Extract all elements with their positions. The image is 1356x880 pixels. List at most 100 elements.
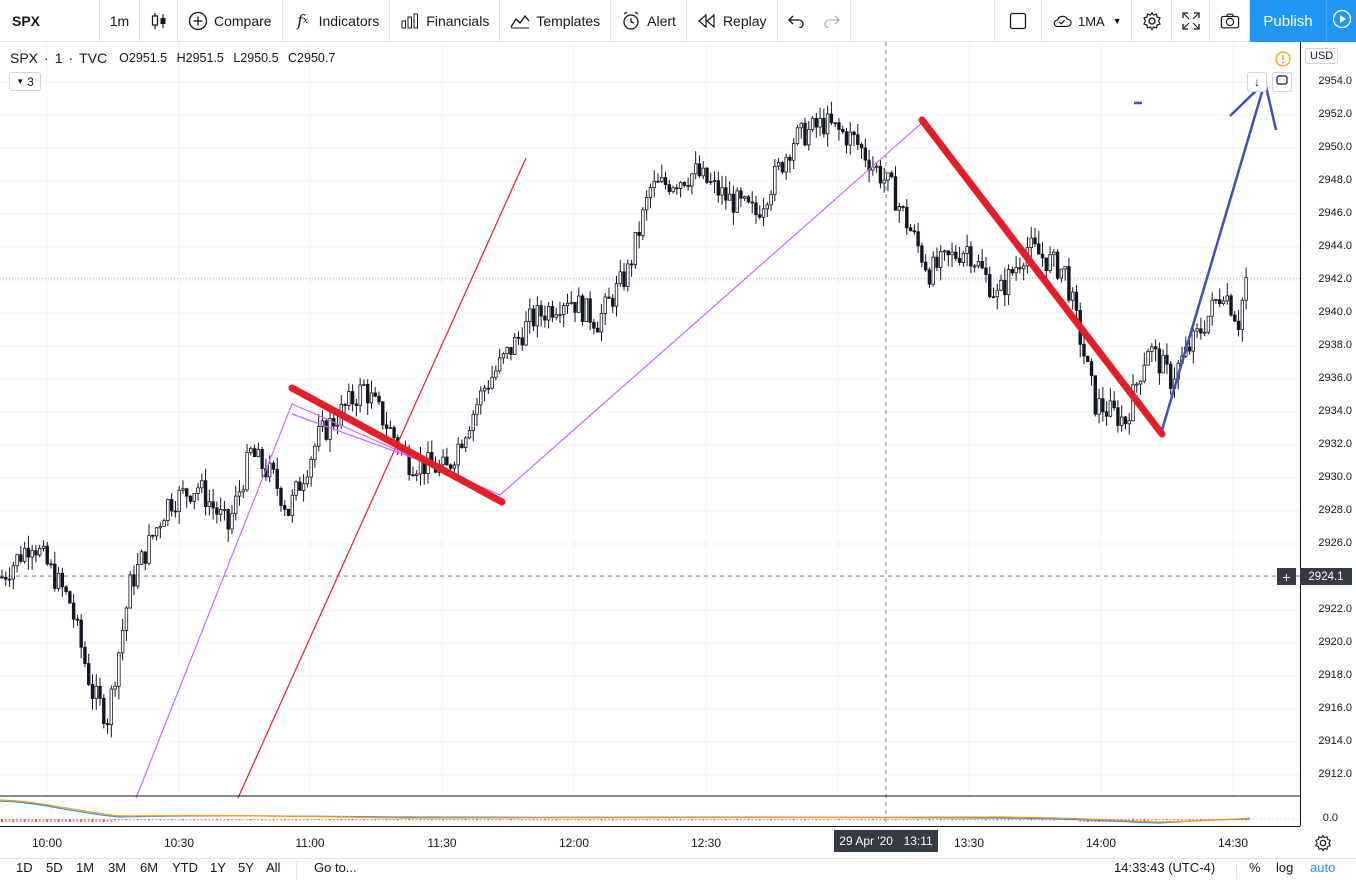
candle xyxy=(1157,342,1162,385)
chart-settings-gear-icon[interactable] xyxy=(1314,834,1332,857)
compare-button[interactable]: Compare xyxy=(178,0,283,42)
symbol-search-button[interactable]: SPX xyxy=(0,0,100,42)
histogram-bar xyxy=(129,819,132,821)
goto-button[interactable]: Go to... xyxy=(314,860,357,875)
price-axis[interactable]: USD 2954.0 2952.0 2950.0 2948.0 2946.0 2944.0… xyxy=(1300,42,1356,826)
candle xyxy=(241,484,245,499)
chart-type-button[interactable] xyxy=(140,0,178,42)
candle xyxy=(1214,298,1218,304)
candle xyxy=(53,551,57,592)
chart-pane[interactable]: SPX · 1 · TVC O2951.5 H2951.5 L2950.5 C2… xyxy=(0,42,1300,826)
candle xyxy=(920,242,924,268)
histogram-bar xyxy=(675,819,678,821)
undo-button[interactable] xyxy=(778,0,814,42)
fullscreen-toggle-button[interactable] xyxy=(994,0,1042,42)
auto-scale-button[interactable]: auto xyxy=(1310,860,1336,875)
percent-scale-button[interactable]: % xyxy=(1249,860,1261,875)
range-1y-button[interactable]: 1Y xyxy=(210,860,226,875)
expand-icon xyxy=(1181,11,1201,31)
candle xyxy=(859,142,864,159)
histogram-bar xyxy=(984,819,987,821)
time-axis[interactable]: 10:00 10:30 11:00 11:30 12:00 12:30 13:30 14:00… xyxy=(0,826,1300,858)
candle xyxy=(592,318,596,335)
settings-button[interactable] xyxy=(1132,0,1172,42)
candle xyxy=(192,493,196,510)
candle xyxy=(256,442,261,458)
alert-button[interactable]: Alert xyxy=(611,0,687,42)
candle xyxy=(905,199,909,235)
reset-scale-button[interactable] xyxy=(1272,72,1292,92)
play-button[interactable] xyxy=(1326,0,1356,42)
histogram-bar xyxy=(739,819,742,821)
range-5d-button[interactable]: 5D xyxy=(46,860,63,875)
candle xyxy=(927,267,932,288)
currency-badge[interactable]: USD xyxy=(1305,48,1339,64)
legend-interval: 1 xyxy=(54,50,63,66)
snapshot-button[interactable] xyxy=(1210,0,1250,42)
alert-label: Alert xyxy=(647,12,676,29)
indicators-collapse-button[interactable]: ▼ 3 xyxy=(9,72,41,91)
candle xyxy=(980,249,984,270)
histogram-bar xyxy=(1022,819,1025,821)
redo-button[interactable] xyxy=(814,0,851,42)
fullscreen-button[interactable] xyxy=(1172,0,1210,42)
candle xyxy=(350,384,355,412)
candle xyxy=(720,175,724,205)
range-all-button[interactable]: All xyxy=(266,860,281,875)
price-chart[interactable] xyxy=(0,42,1300,826)
candle xyxy=(531,304,536,332)
histogram-bar xyxy=(1192,819,1195,821)
candles-icon xyxy=(149,11,169,31)
histogram-bar xyxy=(494,819,497,821)
histogram-bar xyxy=(121,819,124,821)
candle xyxy=(976,254,981,269)
histogram-bar xyxy=(91,819,94,822)
histogram-bar xyxy=(596,819,599,821)
histogram-bar xyxy=(144,819,147,821)
interval-button[interactable]: 1m xyxy=(100,0,140,42)
violet-zigzag xyxy=(135,120,925,799)
compare-label: Compare xyxy=(214,12,272,29)
replay-button[interactable]: Replay xyxy=(687,0,778,42)
range-3m-button[interactable]: 3M xyxy=(108,860,127,875)
range-6m-button[interactable]: 6M xyxy=(140,860,159,875)
templates-button[interactable]: Templates xyxy=(500,0,612,42)
candle xyxy=(15,553,19,573)
candle xyxy=(675,184,679,195)
candle xyxy=(1089,358,1094,386)
warning-icon[interactable] xyxy=(1275,51,1291,72)
histogram-bar xyxy=(939,819,942,821)
range-1d-button[interactable]: 1D xyxy=(16,860,33,875)
histogram-bar xyxy=(419,819,422,821)
range-ytd-button[interactable]: YTD xyxy=(172,860,198,875)
publish-button[interactable]: Publish xyxy=(1250,0,1326,42)
candle xyxy=(1169,360,1173,396)
candle xyxy=(637,221,641,249)
price-label: 2922.0 xyxy=(1318,603,1352,615)
clock-timezone[interactable]: 14:33:43 (UTC-4) xyxy=(1114,860,1216,875)
histogram-bar xyxy=(849,819,852,821)
histogram-bar xyxy=(743,819,746,821)
histogram-bar xyxy=(42,819,45,822)
range-1m-button[interactable]: 1M xyxy=(76,860,95,875)
add-alert-plus-button[interactable]: + xyxy=(1277,568,1296,585)
candle xyxy=(456,437,460,478)
alarm-clock-icon xyxy=(621,10,641,31)
scroll-to-latest-button[interactable]: ↓ xyxy=(1247,72,1267,92)
log-scale-button[interactable]: log xyxy=(1276,860,1294,875)
financials-button[interactable]: Financials xyxy=(390,0,501,42)
histogram-bar xyxy=(532,819,535,821)
range-5y-button[interactable]: 5Y xyxy=(238,860,254,875)
price-label: 2952.0 xyxy=(1318,108,1352,120)
histogram-bar xyxy=(106,819,109,822)
layout-button[interactable]: 1MA ▼ xyxy=(1042,0,1132,42)
histogram-bar xyxy=(558,819,561,821)
histogram-bar xyxy=(860,819,863,821)
candle xyxy=(901,205,905,212)
histogram-bar xyxy=(378,819,380,821)
histogram-bar xyxy=(826,819,829,821)
histogram-bar xyxy=(728,819,731,821)
candle xyxy=(580,293,585,326)
undo-icon xyxy=(786,11,806,31)
